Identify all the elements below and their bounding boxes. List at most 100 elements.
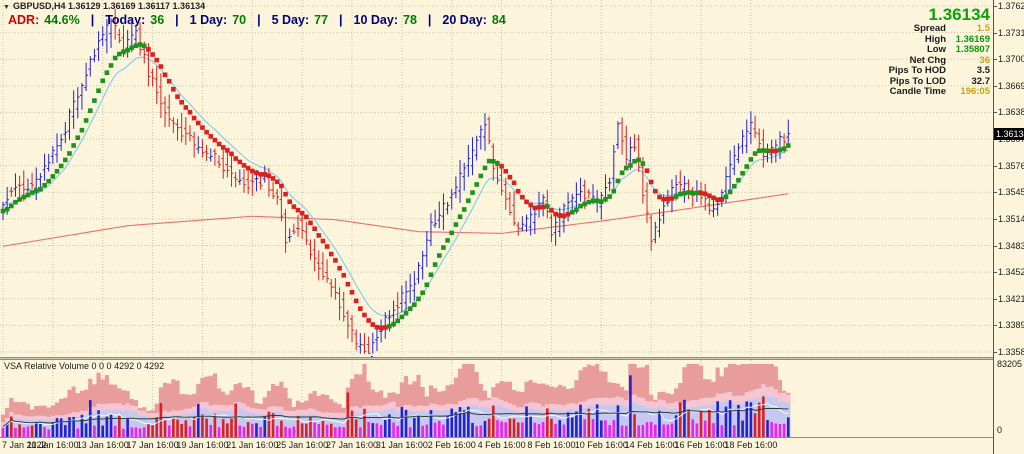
time-tick-label: 19 Jan 16:00: [176, 440, 229, 450]
price-tick-label: 1.33895: [998, 320, 1024, 331]
adr-separator: |: [175, 13, 179, 27]
price-tick-label: 1.35760: [998, 160, 1024, 171]
price-tick-label: 1.37315: [998, 27, 1024, 38]
info-row-value: 32.7: [971, 75, 991, 87]
volume-avg-line: [2, 407, 789, 427]
symbol-ohlc-text: GBPUSD,H4 1.36129 1.36169 1.36117 1.3613…: [12, 1, 206, 11]
info-row: Net Chg 36: [889, 54, 990, 67]
price-tick-mark: [993, 6, 997, 7]
price-tick-label: 1.35140: [998, 213, 1024, 224]
adr-item-value: 36: [150, 13, 165, 27]
time-tick-label: 25 Jan 16:00: [276, 440, 329, 450]
info-row-label: Candle Time: [889, 86, 946, 97]
time-tick-label: 14 Feb 16:00: [624, 440, 678, 450]
adr-item-label: Today:: [105, 13, 146, 27]
price-tick-label: 1.34210: [998, 293, 1024, 304]
info-row-label: Pips To LOD: [889, 75, 946, 87]
price-tick-mark: [993, 165, 997, 167]
trend-dots: [0, 42, 791, 331]
time-tick-label: 7 Jan 2022: [2, 440, 47, 450]
volume-indicator-canvas[interactable]: [0, 360, 993, 437]
price-tick-label: 1.34520: [998, 267, 1024, 278]
main-grid: [0, 0, 993, 358]
chart-title: ▼ GBPUSD,H4 1.36129 1.36169 1.36117 1.361…: [3, 1, 205, 11]
adr-item-value: 84: [491, 13, 506, 27]
adr-indicator-line: ADR: 44.6% | Today: 36 | 1 Day: 70 | 5 Day: 77 | 10 …: [8, 13, 506, 27]
price-tick-mark: [993, 298, 997, 300]
info-row-value: 1.36169: [955, 33, 990, 45]
adr-item-label: 20 Day:: [442, 13, 487, 27]
time-tick-label: 4 Feb 16:00: [477, 440, 526, 450]
price-tick-label: 1.33585: [998, 347, 1024, 357]
time-tick-label: 18 Feb 16:00: [724, 440, 778, 450]
time-axis-divider: [0, 437, 993, 438]
info-row-label: Net Chg: [909, 54, 946, 66]
price-tick-mark: [993, 218, 997, 220]
adr-item-value: 78: [403, 13, 417, 27]
adr-item-value: 77: [314, 13, 329, 27]
market-info-panel: 1.36134 Spread 1.5 High 1.36169 Low 1.35807 Ne…: [889, 6, 990, 98]
adr-item-label: ADR:: [8, 13, 40, 27]
current-price-tag: 1.36134: [994, 127, 1024, 140]
volume-bars: [1, 375, 790, 437]
time-tick-label: 27 Jan 16:00: [325, 440, 379, 450]
price-tick-mark: [993, 325, 997, 327]
pane-divider[interactable]: [0, 357, 993, 360]
time-tick-label: 13 Jan 16:00: [76, 440, 129, 450]
price-tick-label: 1.35450: [998, 187, 1024, 198]
info-row-label: Spread: [913, 23, 946, 34]
price-tick-mark: [993, 245, 997, 247]
volume-axis-min: 0: [997, 425, 1003, 435]
price-tick-mark: [993, 112, 997, 114]
adr-item-label: 5 Day:: [271, 13, 310, 27]
adr-separator: |: [339, 13, 343, 27]
info-row: Pips To HOD 3.5: [888, 65, 990, 77]
adr-item-label: 1 Day:: [189, 13, 228, 27]
adr-item-label: 10 Day:: [353, 13, 399, 27]
time-tick-label: 16 Feb 16:00: [674, 440, 728, 450]
adr-separator: |: [257, 13, 261, 27]
candles-series: [1, 9, 791, 358]
info-row: Candle Time 196:05: [889, 86, 990, 98]
time-tick-label: 21 Jan 16:00: [226, 440, 279, 450]
slow-ma-line: [2, 193, 789, 247]
price-tick-label: 1.34830: [998, 240, 1024, 251]
time-tick-label: 31 Jan 16:00: [375, 440, 428, 450]
adr-separator: |: [427, 13, 432, 27]
time-tick-label: 17 Jan 16:00: [126, 440, 179, 450]
fast-ma-line: [2, 56, 789, 317]
price-tick-mark: [993, 352, 997, 353]
info-row: Spread 1.5: [889, 23, 990, 35]
price-axis[interactable]: [993, 0, 994, 454]
price-tick-mark: [993, 59, 997, 61]
current-price-display: 1.36134: [928, 5, 990, 24]
volume-indicator-label: VSA Relative Volume 0 0 0 4292 0 4292: [4, 361, 165, 371]
price-tick-mark: [993, 272, 997, 274]
price-tick-mark: [993, 192, 997, 194]
main-chart-canvas[interactable]: [0, 0, 993, 358]
time-tick-label: 8 Feb 16:00: [527, 440, 576, 450]
info-row-value: 1.5: [976, 23, 990, 34]
info-row-label: Low: [927, 44, 946, 55]
price-tick-mark: [993, 85, 997, 87]
info-row-label: Pips To HOD: [888, 65, 946, 76]
info-row-value: 196:05: [960, 86, 990, 97]
time-tick-label: 11 Jan 16:00: [27, 440, 79, 450]
price-tick-mark: [993, 32, 997, 34]
symbol-dropdown-icon[interactable]: ▼: [3, 4, 10, 11]
price-tick-label: 1.37625: [998, 1, 1024, 11]
info-row-value: 36: [979, 54, 990, 66]
volume-axis-max: 83205: [997, 359, 1023, 369]
volume-white-ma-line: [2, 403, 789, 428]
info-row-label: High: [924, 33, 946, 45]
info-row: Pips To LOD 32.7: [889, 75, 991, 88]
adr-separator: |: [90, 13, 95, 27]
info-row-value: 1.35807: [955, 44, 990, 55]
price-tick-label: 1.37005: [998, 54, 1024, 65]
price-tick-label: 1.36695: [998, 80, 1024, 91]
adr-item-value: 44.6%: [44, 13, 80, 27]
info-row: High 1.36169: [889, 33, 990, 46]
time-tick-label: 2 Feb 16:00: [427, 440, 476, 450]
price-tick-label: 1.36385: [998, 107, 1024, 118]
time-tick-label: 10 Feb 16:00: [574, 440, 628, 450]
